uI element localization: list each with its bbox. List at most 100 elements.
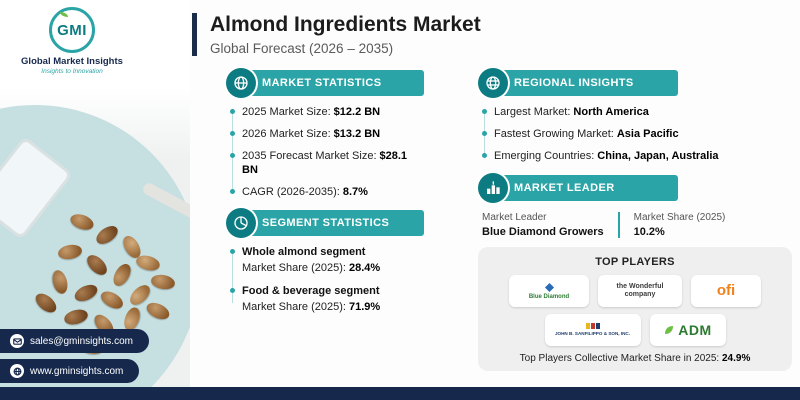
- section-header-segment-statistics: SEGMENT STATISTICS: [226, 207, 424, 238]
- leader-share-block: Market Share (2025) 10.2%: [634, 212, 726, 238]
- player-name: the Wonderful company: [616, 282, 664, 298]
- player-name: Blue Diamond: [528, 293, 570, 300]
- section-title: MARKET STATISTICS: [242, 70, 424, 96]
- footer-label: Top Players Collective Market Share in 2…: [519, 352, 720, 364]
- segment-name-row: Whole almond segment: [230, 246, 424, 258]
- segment-share-label: Market Share (2025):: [242, 300, 346, 313]
- stat-value: 8.7%: [342, 185, 368, 198]
- page-header: Almond Ingredients Market Global Forecas…: [192, 13, 481, 56]
- bullet-icon: [230, 153, 235, 159]
- stat-value: $13.2 BN: [333, 128, 381, 141]
- leader-label: Market Leader: [482, 211, 547, 223]
- stat-text: 2025 Market Size: $12.2 BN: [242, 106, 380, 119]
- stat-text: CAGR (2026-2035): 8.7%: [242, 186, 368, 199]
- top-players-footer: Top Players Collective Market Share in 2…: [488, 353, 782, 364]
- region-text: Largest Market: North America: [494, 106, 649, 119]
- mail-icon: [10, 334, 24, 348]
- region-value: China, Japan, Australia: [597, 150, 719, 163]
- email-contact[interactable]: sales@gminsights.com: [0, 329, 149, 353]
- left-column: MARKET STATISTICS 2025 Market Size: $12.2…: [226, 68, 424, 324]
- contact-block: sales@gminsights.com www.gminsights.com: [0, 323, 149, 383]
- bullet-icon: [230, 131, 235, 137]
- leader-share-value: 10.2%: [633, 225, 665, 238]
- player-logo-adm: ADM: [649, 313, 726, 346]
- stat-item: CAGR (2026-2035): 8.7%: [230, 186, 424, 199]
- bullet-icon: [230, 248, 235, 254]
- leader-podium-icon: [478, 172, 508, 203]
- top-players-title: TOP PLAYERS: [595, 255, 675, 268]
- globe-stats-icon: [226, 68, 256, 98]
- bottom-bar: [0, 387, 800, 400]
- player-name: ADM: [678, 321, 712, 338]
- leaf-icon: [665, 325, 674, 334]
- segment-share: Market Share (2025): 71.9%: [242, 301, 424, 313]
- stat-item: 2025 Market Size: $12.2 BN: [230, 106, 424, 119]
- stat-label: 2025 Market Size:: [242, 106, 331, 118]
- region-value: North America: [573, 106, 649, 118]
- bullet-icon: [230, 109, 235, 114]
- globe-icon: [10, 364, 24, 378]
- region-item: Emerging Countries: China, Japan, Austral…: [482, 150, 792, 163]
- stat-text: 2035 Forecast Market Size: $28.1 BN: [242, 150, 424, 176]
- player-name: ofi: [716, 282, 736, 300]
- region-label: Largest Market:: [494, 106, 571, 118]
- stat-value: $12.2 BN: [333, 106, 381, 118]
- bullet-icon: [482, 131, 487, 137]
- player-name: John B. Sanfilippo & Son, Inc.: [554, 331, 631, 337]
- region-text: Emerging Countries: China, Japan, Austral…: [494, 150, 719, 163]
- bullet-icon: [230, 188, 235, 194]
- page-title: Almond Ingredients Market: [210, 13, 481, 36]
- jbss-emblem-icon: [585, 323, 600, 330]
- bullet-icon: [230, 287, 235, 293]
- market-statistics-list: 2025 Market Size: $12.2 BN 2026 Market Si…: [230, 106, 424, 199]
- stat-label: 2035 Forecast Market Size:: [242, 150, 377, 163]
- players-row-1: Blue Diamond the Wonderful company ofi: [488, 274, 782, 307]
- segment-name: Food & beverage segment: [242, 284, 380, 297]
- region-item: Fastest Growing Market: Asia Pacific: [482, 128, 792, 141]
- bullet-icon: [482, 109, 487, 114]
- player-logo-blue-diamond: Blue Diamond: [509, 274, 589, 307]
- leader-share-label: Market Share (2025): [633, 211, 726, 223]
- footer-value: 24.9%: [721, 352, 751, 364]
- website-contact[interactable]: www.gminsights.com: [0, 359, 140, 383]
- pie-chart-icon: [226, 207, 256, 238]
- bullet-icon: [482, 153, 487, 159]
- adm-logo-wrap: ADM: [663, 322, 711, 338]
- website-text: www.gminsights.com: [30, 365, 124, 377]
- logo-tagline: Insights to Innovation: [41, 68, 103, 75]
- section-header-regional-insights: REGIONAL INSIGHTS: [478, 68, 678, 98]
- stat-item: 2035 Forecast Market Size: $28.1 BN: [230, 150, 424, 176]
- divider: [617, 211, 620, 238]
- email-text: sales@gminsights.com: [30, 335, 133, 347]
- region-label: Emerging Countries:: [494, 150, 595, 163]
- players-row-2: John B. Sanfilippo & Son, Inc. ADM: [488, 313, 782, 346]
- segment-share-label: Market Share (2025):: [242, 261, 346, 274]
- leader-name: Blue Diamond Growers: [482, 225, 604, 238]
- player-logo-wonderful: the Wonderful company: [598, 274, 682, 307]
- leader-block: Market Leader Blue Diamond Growers: [482, 212, 604, 238]
- segment-name-row: Food & beverage segment: [230, 285, 424, 297]
- logo-acronym: GMI: [57, 21, 87, 39]
- segment-share-value: 28.4%: [349, 261, 381, 274]
- section-header-market-statistics: MARKET STATISTICS: [226, 68, 424, 98]
- player-logo-ofi: ofi: [691, 274, 761, 307]
- right-column: REGIONAL INSIGHTS Largest Market: North A…: [478, 68, 792, 371]
- stat-label: CAGR (2026-2035):: [242, 185, 340, 198]
- market-leader-row: Market Leader Blue Diamond Growers Marke…: [482, 211, 792, 238]
- stat-text: 2026 Market Size: $13.2 BN: [242, 128, 380, 141]
- page-subtitle: Global Forecast (2026 – 2035): [210, 41, 394, 56]
- stat-value: $28.1 BN: [242, 150, 408, 176]
- segment-name: Whole almond segment: [242, 245, 366, 258]
- stat-label: 2026 Market Size:: [242, 128, 331, 141]
- region-text: Fastest Growing Market: Asia Pacific: [494, 128, 679, 141]
- section-title: REGIONAL INSIGHTS: [494, 70, 678, 96]
- regional-insights-list: Largest Market: North America Fastest Gro…: [482, 106, 792, 164]
- top-players-panel: TOP PLAYERS Blue Diamond the Wonderful c…: [478, 246, 792, 371]
- segment-share-value: 71.9%: [349, 300, 381, 313]
- stat-item: 2026 Market Size: $13.2 BN: [230, 128, 424, 141]
- region-label: Fastest Growing Market:: [494, 128, 614, 141]
- section-title: SEGMENT STATISTICS: [242, 209, 424, 236]
- segment-item: Food & beverage segment Market Share (20…: [230, 285, 424, 313]
- globe-icon: [478, 68, 508, 98]
